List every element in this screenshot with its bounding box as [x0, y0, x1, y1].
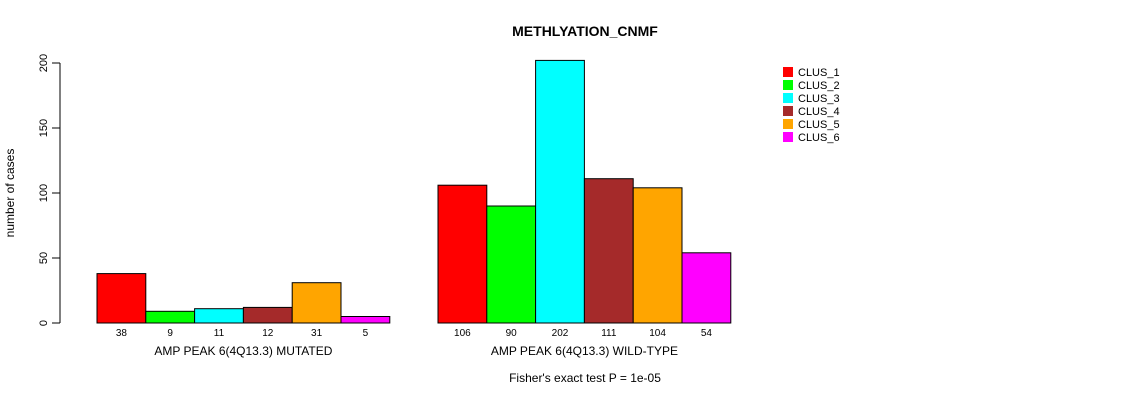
- legend-label: CLUS_4: [798, 106, 840, 118]
- y-tick-label: 0: [38, 320, 50, 326]
- bar-clus-2: [486, 205, 537, 324]
- legend-swatch: [783, 119, 793, 129]
- bar-clus-6: [340, 316, 391, 324]
- footer-note: Fisher's exact test P = 1e-05: [509, 371, 661, 385]
- bar-clus-5: [291, 282, 342, 324]
- y-axis: 0 50 100 150 200: [38, 54, 61, 326]
- legend-swatch: [783, 132, 793, 142]
- bar-clus-6: [681, 252, 732, 324]
- legend-swatch: [783, 80, 793, 90]
- bar-value-label: 9: [167, 328, 173, 339]
- legend-label: CLUS_2: [798, 80, 840, 92]
- bar-value-label: 104: [649, 328, 666, 339]
- bar-clus-1: [96, 273, 147, 324]
- bar-value-label: 106: [454, 328, 471, 339]
- legend-swatch: [783, 67, 793, 77]
- legend-label: CLUS_1: [798, 67, 840, 79]
- y-tick-label: 200: [38, 54, 50, 72]
- bar-clus-5: [632, 187, 683, 324]
- bar-value-label: 54: [701, 328, 713, 339]
- bar-value-label: 12: [262, 328, 274, 339]
- bar-value-label: 111: [601, 328, 617, 339]
- bar-value-label: 5: [363, 328, 369, 339]
- legend-label: CLUS_6: [798, 132, 840, 144]
- legend-swatch: [783, 106, 793, 116]
- bars: 38 9 11 12 31 5 AMP PEAK 6(4Q13.3) MUTATED 106 9…: [96, 59, 732, 358]
- bar-clus-4: [583, 178, 634, 324]
- y-axis-label: number of cases: [3, 149, 17, 238]
- y-tick-label: 50: [38, 252, 50, 264]
- group-label: AMP PEAK 6(4Q13.3) WILD-TYPE: [491, 344, 678, 358]
- group-label: AMP PEAK 6(4Q13.3) MUTATED: [154, 344, 332, 358]
- bar-value-label: 38: [116, 328, 128, 339]
- y-tick-label: 100: [38, 184, 50, 202]
- bar-clus-2: [145, 310, 196, 324]
- bar-clus-4: [242, 306, 293, 324]
- legend-label: CLUS_3: [798, 93, 840, 105]
- bar-clus-3: [194, 308, 244, 324]
- bar-value-label: 90: [506, 328, 518, 339]
- bar-clus-3: [535, 59, 585, 324]
- y-tick-label: 150: [38, 119, 50, 137]
- bar-value-label: 202: [552, 328, 569, 339]
- chart-title: METHLYATION_CNMF: [512, 23, 658, 39]
- bar-clus-1: [437, 184, 488, 324]
- legend-label: CLUS_5: [798, 119, 840, 131]
- bar-value-label: 11: [214, 328, 225, 339]
- bar-value-label: 31: [311, 328, 323, 339]
- legend-swatch: [783, 93, 793, 103]
